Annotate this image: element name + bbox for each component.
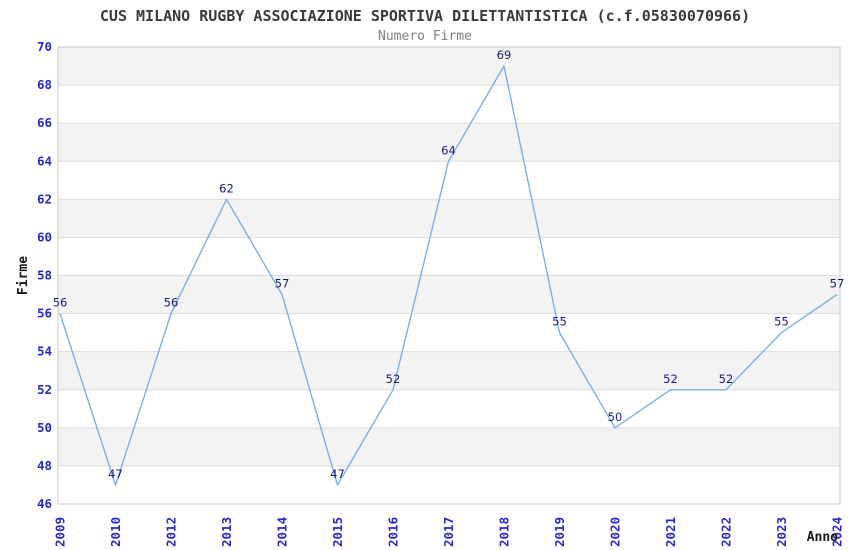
data-label: 57 [830, 277, 845, 291]
data-label: 56 [53, 296, 68, 310]
data-label: 62 [219, 181, 234, 195]
x-tick-label: 2024 [830, 517, 845, 547]
x-tick-label: 2022 [719, 517, 734, 547]
x-tick-label: 2010 [108, 517, 123, 547]
x-tick-label: 2009 [53, 517, 68, 547]
x-tick-label: 2013 [219, 517, 234, 547]
x-tick-label: 2023 [774, 517, 789, 547]
x-tick-label: 2015 [330, 517, 345, 547]
y-tick-label: 62 [37, 191, 52, 206]
plot-band [58, 237, 840, 276]
x-tick-label: 2020 [608, 517, 623, 547]
x-tick-label: 2014 [275, 517, 290, 547]
y-tick-label: 52 [37, 382, 52, 397]
plot-band [58, 389, 840, 428]
data-label: 52 [663, 372, 678, 386]
data-label: 69 [497, 48, 512, 62]
x-tick-label: 2021 [663, 517, 678, 547]
plot-band [58, 123, 840, 162]
plot-band [58, 199, 840, 238]
y-tick-label: 54 [37, 344, 52, 359]
plot-band [58, 275, 840, 314]
data-label: 47 [330, 467, 345, 481]
x-tick-label: 2017 [441, 517, 456, 547]
data-label: 50 [608, 410, 623, 424]
plot-band [58, 313, 840, 352]
y-tick-label: 50 [37, 420, 52, 435]
plot-border [57, 46, 841, 505]
x-tick-label: 2018 [497, 517, 512, 547]
y-axis-label: Firme [16, 256, 31, 295]
plot-band [58, 85, 840, 124]
y-tick-label: 68 [37, 77, 52, 92]
x-axis-label: Anno [807, 530, 838, 545]
x-tick-label: 2012 [164, 517, 179, 547]
y-tick-label: 48 [37, 458, 52, 473]
plot-band [58, 427, 840, 466]
y-tick-label: 46 [37, 496, 52, 511]
data-label: 52 [719, 372, 734, 386]
data-label: 55 [552, 315, 567, 329]
data-label: 52 [386, 372, 401, 386]
line-series [59, 65, 838, 486]
plot-band [58, 47, 840, 86]
chart-subtitle: Numero Firme [378, 29, 472, 44]
y-tick-label: 56 [37, 306, 52, 321]
plot-band [58, 351, 840, 390]
data-label: 64 [441, 143, 456, 157]
data-label: 47 [108, 467, 123, 481]
y-tick-label: 58 [37, 268, 52, 283]
y-tick-label: 64 [37, 153, 52, 168]
data-label: 56 [164, 296, 179, 310]
y-tick-label: 70 [37, 39, 52, 54]
plot-band [58, 161, 840, 200]
data-label: 57 [275, 277, 290, 291]
chart-title: CUS MILANO RUGBY ASSOCIAZIONE SPORTIVA D… [99, 7, 751, 25]
x-tick-label: 2019 [552, 517, 567, 547]
y-tick-label: 60 [37, 229, 52, 244]
x-tick-label: 2016 [386, 517, 401, 547]
y-tick-label: 66 [37, 115, 52, 130]
plot-band [58, 465, 840, 504]
data-label: 55 [774, 315, 789, 329]
